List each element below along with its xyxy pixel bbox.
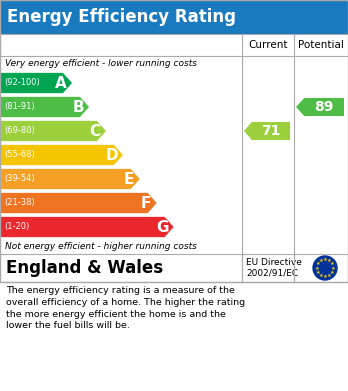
Text: D: D [105,147,118,163]
Text: Potential: Potential [298,40,344,50]
Circle shape [313,256,337,280]
Text: 71: 71 [261,124,281,138]
Text: (21-38): (21-38) [4,199,35,208]
Text: Very energy efficient - lower running costs: Very energy efficient - lower running co… [5,59,197,68]
Polygon shape [0,120,106,142]
Text: ★: ★ [330,269,334,274]
Text: (39-54): (39-54) [4,174,34,183]
Text: ★: ★ [316,269,321,274]
Text: Energy Efficiency Rating: Energy Efficiency Rating [7,8,236,26]
Bar [0,0,348,34]
Text: ★: ★ [327,273,332,278]
Text: E: E [124,172,134,187]
Text: ★: ★ [318,258,323,264]
Polygon shape [0,72,72,93]
Polygon shape [296,98,344,116]
Text: ★: ★ [323,274,327,279]
Text: The energy efficiency rating is a measure of the
overall efficiency of a home. T: The energy efficiency rating is a measur… [6,286,245,330]
Text: (55-68): (55-68) [4,151,35,160]
Text: ★: ★ [327,258,332,264]
Text: (81-91): (81-91) [4,102,34,111]
Text: ★: ★ [323,257,327,262]
Text: Current: Current [248,40,288,50]
Polygon shape [0,192,157,213]
Text: C: C [89,124,101,138]
Text: (69-80): (69-80) [4,127,35,136]
Text: G: G [157,219,169,235]
Text: F: F [141,196,151,210]
Text: ★: ★ [330,262,334,266]
Text: B: B [72,99,84,115]
Bar [0,254,348,282]
Polygon shape [0,217,174,237]
Polygon shape [0,169,140,190]
Bar [0,0,348,282]
Polygon shape [0,97,89,118]
Text: Not energy efficient - higher running costs: Not energy efficient - higher running co… [5,242,197,251]
Text: ★: ★ [316,262,321,266]
Text: England & Wales: England & Wales [6,259,163,277]
Text: A: A [55,75,67,90]
Text: (1-20): (1-20) [4,222,29,231]
Text: ★: ★ [331,265,335,271]
Text: EU Directive
2002/91/EC: EU Directive 2002/91/EC [246,258,302,278]
Text: 89: 89 [314,100,334,114]
Polygon shape [0,145,123,165]
Text: ★: ★ [315,265,319,271]
Polygon shape [244,122,290,140]
Text: ★: ★ [318,273,323,278]
Text: (92-100): (92-100) [4,79,40,88]
